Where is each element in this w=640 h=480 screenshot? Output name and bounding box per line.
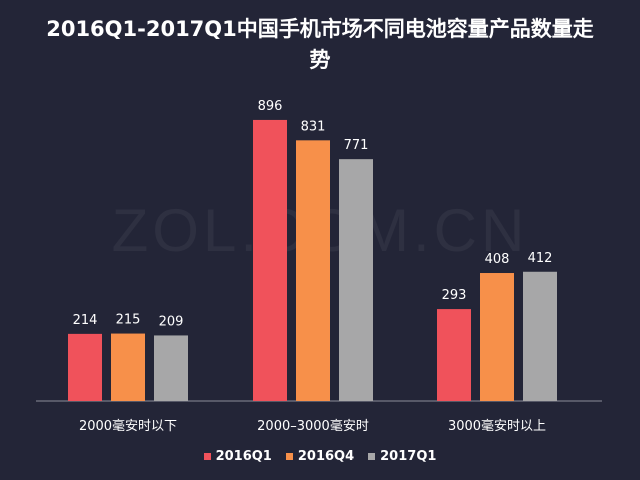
x-ticks-layer: 2000毫安时以下 2000–3000毫安时 3000毫安时以上 bbox=[79, 418, 546, 434]
legend-label: 2016Q4 bbox=[297, 449, 355, 464]
legend-label: 2017Q1 bbox=[380, 449, 437, 464]
legend-item-2017Q1: 2017Q1 bbox=[368, 449, 436, 464]
legend-label: 2016Q1 bbox=[215, 449, 272, 464]
bars-layer bbox=[68, 119, 557, 401]
chart-title: 2016Q1-2017Q1中国手机市场不同电池容量产品数量走势 bbox=[46, 17, 594, 72]
legend-swatch bbox=[368, 453, 376, 460]
data-label-2016Q4-3: 408 bbox=[485, 252, 510, 267]
data-label-2016Q4-2: 831 bbox=[301, 119, 326, 134]
bar-2017Q1-2 bbox=[339, 159, 373, 401]
bar-2016Q1-1 bbox=[68, 333, 102, 401]
x-tick-label-3: 3000毫安时以上 bbox=[448, 418, 546, 434]
x-tick-label-2: 2000–3000毫安时 bbox=[257, 418, 369, 434]
x-tick-label-1: 2000毫安时以下 bbox=[79, 418, 177, 434]
legend: 2016Q1 2016Q4 2017Q1 bbox=[0, 449, 640, 464]
bar-2016Q1-3 bbox=[437, 309, 471, 401]
data-label-2017Q1-1: 209 bbox=[159, 314, 184, 329]
legend-swatch bbox=[203, 453, 211, 460]
legend-item-2016Q4: 2016Q4 bbox=[285, 449, 355, 464]
data-label-2016Q4-1: 215 bbox=[116, 313, 141, 328]
bar-2017Q1-3 bbox=[523, 271, 557, 401]
legend-swatch bbox=[285, 453, 293, 460]
bar-2016Q4-3 bbox=[480, 273, 514, 401]
bar-2016Q4-1 bbox=[111, 333, 145, 401]
data-label-2016Q1-2: 896 bbox=[258, 99, 283, 114]
data-label-2016Q1-1: 214 bbox=[73, 313, 98, 328]
labels-layer: 214 215 209 896 831 771 293 408 412 bbox=[73, 99, 553, 330]
data-label-2017Q1-3: 412 bbox=[528, 251, 553, 266]
data-label-2016Q1-3: 293 bbox=[442, 288, 467, 303]
bar-2016Q1-2 bbox=[253, 119, 287, 401]
legend-item-2016Q1: 2016Q1 bbox=[203, 449, 272, 464]
bar-2016Q4-2 bbox=[296, 140, 330, 401]
bar-2017Q1-1 bbox=[154, 335, 188, 401]
data-label-2017Q1-2: 771 bbox=[344, 138, 369, 153]
